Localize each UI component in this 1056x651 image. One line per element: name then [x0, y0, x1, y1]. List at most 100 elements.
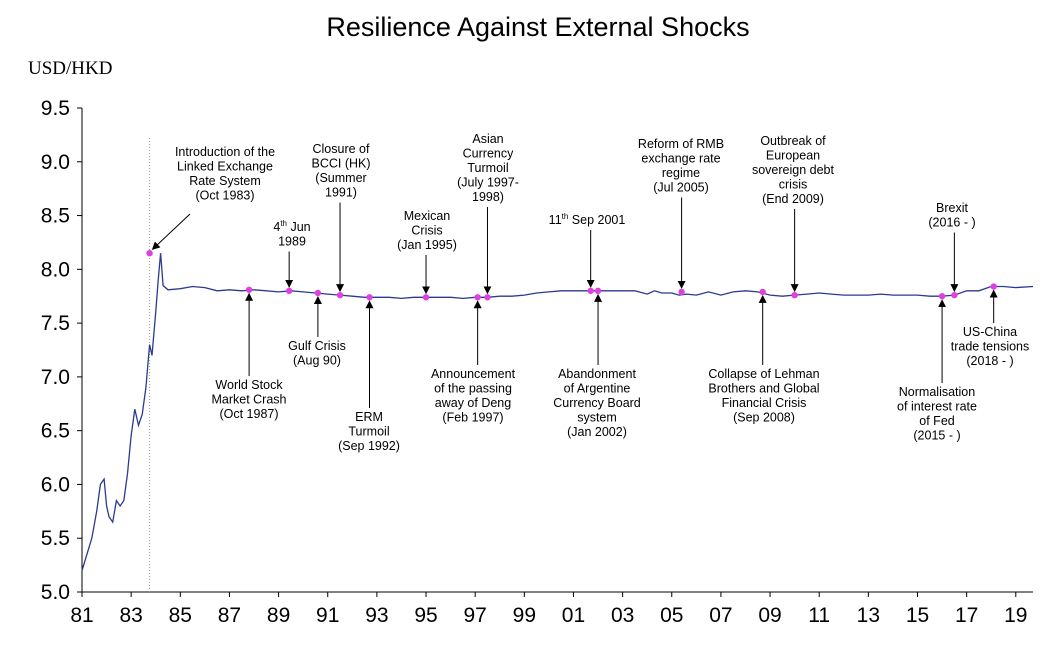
- annotation-line: of the passing: [434, 382, 512, 396]
- annotation-line: ERM: [355, 410, 383, 424]
- annotation-line: US-China: [963, 325, 1017, 339]
- x-tick-label: 83: [119, 604, 142, 627]
- x-tick-label: 81: [70, 604, 93, 627]
- annotation-line: European: [766, 149, 820, 163]
- y-tick-label: 7.5: [41, 312, 70, 335]
- x-tick-label: 15: [906, 604, 929, 627]
- annotation-line: 1991): [325, 186, 357, 200]
- y-tick-label: 6.0: [41, 473, 70, 496]
- annotation-line: (2016 - ): [928, 216, 975, 230]
- annotation-line: away of Deng: [435, 396, 511, 410]
- annotation-argentine: Abandonment of Argentine Currency Board sys…: [553, 367, 641, 439]
- annotation-line: Brexit: [936, 201, 968, 215]
- annotation-line: (Oct 1987): [219, 407, 278, 421]
- event-marker-rmb: [678, 288, 685, 296]
- annotation-line: Rate System: [189, 174, 261, 188]
- annotation-line: (Jan 2002): [567, 425, 627, 439]
- annotation-line: Linked Exchange: [177, 160, 273, 174]
- annotation-line: (2018 - ): [966, 354, 1013, 368]
- y-tick-label: 5.5: [41, 527, 70, 550]
- event-marker-asian: [484, 294, 491, 301]
- y-tick-label: 7.0: [41, 366, 70, 389]
- x-tick-label: 99: [513, 604, 536, 627]
- annotation-line: (Jan 1995): [397, 238, 457, 252]
- annotation-line: (Sep 2008): [733, 411, 795, 425]
- annotation-line: Mexican: [404, 209, 451, 223]
- annotation-line: (Jul 2005): [653, 181, 709, 195]
- annotation-line: Turmoil: [467, 161, 508, 175]
- x-tick-label: 95: [414, 604, 437, 627]
- x-tick-label: 97: [463, 604, 486, 627]
- annotation-line: 1998): [472, 190, 504, 204]
- event-marker-erm: [366, 294, 373, 301]
- annotation-line: (July 1997-: [457, 176, 519, 190]
- annotation-line: Currency: [463, 147, 514, 161]
- event-marker-gulf-crisis: [314, 289, 322, 297]
- annotation-line: (Aug 90): [293, 354, 341, 368]
- event-marker-deng: [474, 294, 481, 301]
- annotation-rmb: Reform of RMB exchange rate regime (Jul 200…: [638, 137, 724, 195]
- annotation-line: Market Crash: [211, 393, 286, 407]
- annotation-line: Announcement: [431, 367, 516, 381]
- annotation-asian: Asian Currency Turmoil (July 1997-1998): [457, 132, 519, 204]
- annotation-line: Normalisation: [899, 385, 975, 399]
- x-tick-label: 01: [562, 604, 585, 627]
- annotation-line: (Summer: [315, 171, 366, 185]
- annotation-line: 1989: [278, 235, 306, 249]
- annotation-line: Currency Board: [553, 396, 641, 410]
- annotation-line: 11th Sep 2001: [549, 212, 626, 227]
- annotation-line: trade tensions: [951, 340, 1030, 354]
- y-tick-label: 9.0: [41, 151, 70, 174]
- annotation-jun-1989: 4th Jun 1989: [273, 219, 310, 249]
- x-tick-label: 13: [857, 604, 880, 627]
- x-tick-label: 89: [267, 604, 290, 627]
- x-tick-label: 93: [365, 604, 388, 627]
- annotation-line: of Argentine: [564, 382, 631, 396]
- annotation-line: Gulf Crisis: [288, 339, 346, 353]
- annotation-line: (Oct 1983): [195, 189, 254, 203]
- annotation-deng: Announcement of the passing away of Deng (F…: [431, 367, 516, 425]
- event-marker-sep-2001: [587, 287, 594, 295]
- y-axis-label: USD/HKD: [28, 58, 112, 79]
- annotation-mexican: Mexican Crisis (Jan 1995): [397, 209, 457, 252]
- event-marker-mexican: [422, 294, 430, 301]
- x-tick-label: 11: [808, 604, 830, 627]
- annotation-line: Asian: [472, 132, 503, 146]
- annotation-uschina: US-China trade tensions (2018 - ): [951, 325, 1030, 368]
- x-tick-label: 17: [955, 604, 978, 627]
- x-tick-label: 09: [758, 604, 781, 627]
- annotation-bcci: Closure of BCCI (HK) (Summer 1991): [311, 142, 370, 200]
- annotation-eurodebt: Outbreak of European sovereign debt crisis(…: [752, 134, 835, 206]
- x-tick-label: 19: [1004, 604, 1027, 627]
- y-tick-label: 8.5: [41, 205, 70, 228]
- annotation-sep-2001: 11th Sep 2001: [549, 212, 626, 227]
- x-tick-label: 87: [218, 604, 241, 627]
- y-tick-label: 8.0: [41, 258, 70, 281]
- event-marker-stock-crash: [245, 286, 253, 293]
- event-marker-fed: [938, 293, 946, 300]
- annotation-line: Financial Crisis: [722, 396, 807, 410]
- annotation-line: Brothers and Global: [708, 382, 819, 396]
- event-marker-jun-1989: [285, 287, 293, 295]
- annotation-line: regime: [662, 166, 700, 180]
- annotation-line: BCCI (HK): [311, 157, 370, 171]
- annotation-line: (End 2009): [762, 192, 824, 206]
- annotation-line: Abandonment: [558, 367, 636, 381]
- y-tick-label: 9.5: [41, 97, 70, 120]
- x-tick-label: 05: [660, 604, 683, 627]
- annotation-brexit: Brexit (2016 - ): [928, 201, 975, 230]
- annotation-line: (Sep 1992): [338, 439, 400, 453]
- plot-area: 9.5 9.0 8.5 8.0 7.5 7.0 6.5 6.0 5.5 5.081 83 85 87 89…: [41, 97, 1034, 627]
- annotation-line: Introduction of the: [175, 145, 275, 159]
- x-tick-label: 03: [611, 604, 634, 627]
- series-line-usd-hkd: [81, 253, 1034, 571]
- annotation-linked-rate: Introduction of the Linked Exchange Rate S…: [175, 145, 275, 203]
- event-marker-brexit: [951, 291, 958, 299]
- annotation-arrow-linked-rate: [151, 213, 191, 250]
- annotation-line: (Feb 1997): [442, 411, 503, 425]
- annotation-line: Collapse of Lehman: [708, 367, 819, 381]
- annotation-erm: ERM Turmoil (Sep 1992): [338, 410, 400, 453]
- y-tick-label: 6.5: [41, 420, 70, 443]
- chart-title: Resilience Against External Shocks: [326, 12, 749, 42]
